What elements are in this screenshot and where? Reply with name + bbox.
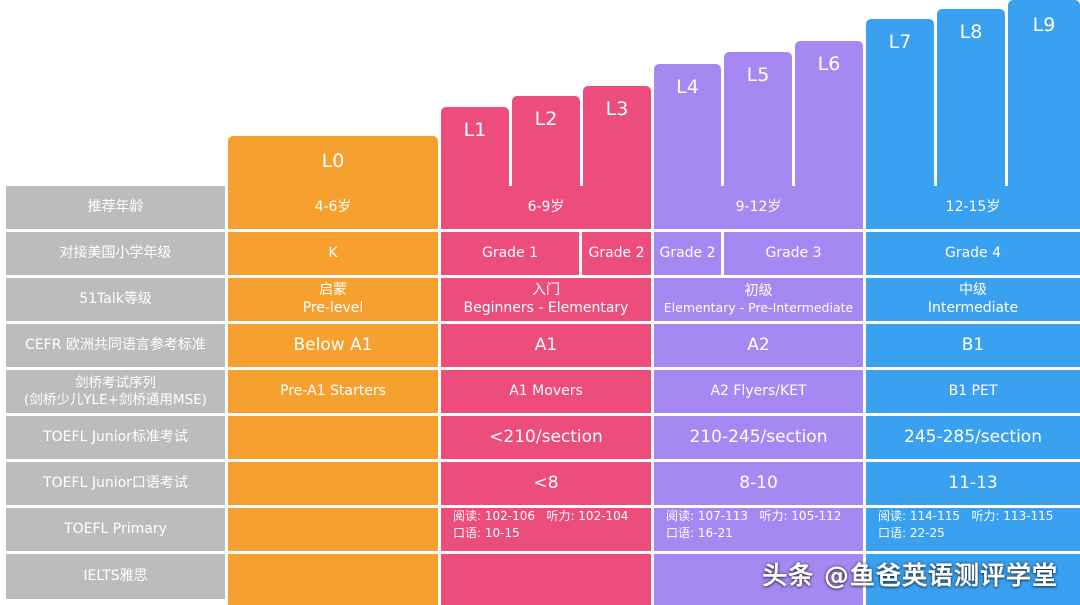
level-bar-L7: L7 [866, 19, 934, 186]
row-header-age: 推荐年龄 [6, 186, 225, 229]
level-bar-L0: L0 [228, 136, 438, 186]
level-name-en: Intermediate [927, 299, 1019, 316]
level-bar-L9: L9 [1008, 0, 1080, 186]
cell-51talk-blue: 中级 Intermediate [866, 278, 1080, 321]
cell-grade-blue: Grade 4 [866, 232, 1080, 275]
cell-cefr-purple: A2 [654, 324, 863, 367]
level-label: L6 [817, 53, 841, 75]
level-bar-L1: L1 [441, 107, 509, 186]
cell-toefl-junior-orange [228, 416, 438, 459]
cell-toefl-primary-orange [228, 508, 438, 551]
cell-age-purple: 9-12岁 [654, 186, 863, 229]
cell-cefr-orange: Below A1 [228, 324, 438, 367]
level-bar-L5: L5 [724, 52, 792, 186]
row-header-toefl-primary: TOEFL Primary [6, 508, 225, 551]
level-bar-L3: L3 [583, 86, 651, 186]
row-header-ielts: IELTS雅思 [6, 554, 225, 599]
score-line-2: 口语: 16-21 [666, 525, 733, 540]
level-name-en: Pre-level [302, 299, 364, 316]
row-header-51talk: 51Talk等级 [6, 278, 225, 321]
score-line-1: 阅读: 107-113 听力: 105-112 [666, 509, 842, 523]
score-line-1: 阅读: 102-106 听力: 102-104 [453, 509, 629, 523]
cell-ielts-purple [654, 554, 863, 605]
cell-ielts-orange [228, 554, 438, 605]
level-label: L5 [746, 64, 770, 86]
level-bar-L4: L4 [654, 64, 721, 186]
level-bar-L2: L2 [512, 96, 580, 186]
cell-grade-orange: K [228, 232, 438, 275]
cell-toefl-junior-oral-purple: 8-10 [654, 462, 863, 505]
cell-toefl-junior-oral-blue: 11-13 [866, 462, 1080, 505]
level-label: L1 [463, 119, 487, 141]
cell-cefr-blue: B1 [866, 324, 1080, 367]
level-bar-L8: L8 [937, 9, 1005, 186]
level-name-en: Elementary - Pre-Intermediate [663, 300, 854, 316]
row-header-cambridge: 剑桥考试序列 (剑桥少儿YLE+剑桥通用MSE) [6, 370, 225, 413]
score-line-1: 阅读: 114-115 听力: 113-115 [878, 509, 1054, 523]
level-label: L9 [1032, 14, 1056, 36]
cell-ielts-pink [441, 554, 651, 605]
level-label: L8 [959, 21, 983, 43]
row-header-toefl-junior: TOEFL Junior标准考试 [6, 416, 225, 459]
cell-toefl-junior-pink: <210/section [441, 416, 651, 459]
cell-cambridge-purple: A2 Flyers/KET [654, 370, 863, 413]
cell-age-pink: 6-9岁 [441, 186, 651, 229]
cell-toefl-primary-blue: 阅读: 114-115 听力: 113-115 口语: 22-25 [866, 508, 1080, 551]
header-line-1: 剑桥考试序列 [75, 374, 156, 391]
cell-toefl-primary-pink: 阅读: 102-106 听力: 102-104 口语: 10-15 [441, 508, 651, 551]
cell-toefl-junior-blue: 245-285/section [866, 416, 1080, 459]
cell-cambridge-orange: Pre-A1 Starters [228, 370, 438, 413]
cell-cambridge-blue: B1 PET [866, 370, 1080, 413]
cell-toefl-junior-oral-orange [228, 462, 438, 505]
row-header-toefl-junior-oral: TOEFL Junior口语考试 [6, 462, 225, 505]
cell-51talk-orange: 启蒙 Pre-level [228, 278, 438, 321]
cell-toefl-primary-purple: 阅读: 107-113 听力: 105-112 口语: 16-21 [654, 508, 863, 551]
cell-grade-pink-a: Grade 1 [441, 232, 579, 275]
row-header-grade: 对接美国小学年级 [6, 232, 225, 275]
level-name-cn: 入门 [532, 282, 560, 298]
cell-toefl-junior-purple: 210-245/section [654, 416, 863, 459]
cell-grade-purple-b: Grade 3 [724, 232, 863, 275]
level-bar-L6: L6 [795, 41, 863, 186]
header-line-2: (剑桥少儿YLE+剑桥通用MSE) [24, 391, 207, 408]
score-line-2: 口语: 10-15 [453, 525, 520, 540]
cell-grade-pink-b: Grade 2 [582, 232, 651, 275]
level-label: L4 [676, 76, 699, 98]
row-header-cefr: CEFR 欧洲共同语言参考标准 [6, 324, 225, 367]
level-name-cn: 初级 [744, 282, 773, 299]
level-name-en: Beginners - Elementary [463, 299, 629, 316]
level-label: L2 [534, 108, 558, 130]
cell-cambridge-pink: A1 Movers [441, 370, 651, 413]
level-label: L0 [321, 150, 345, 172]
cell-grade-purple-a: Grade 2 [654, 232, 721, 275]
score-line-2: 口语: 22-25 [878, 525, 945, 540]
watermark: 头条 @鱼爸英语测评学堂 [762, 561, 1058, 590]
level-label: L7 [888, 31, 912, 53]
cell-ielts-blue [866, 554, 1080, 605]
cell-age-blue: 12-15岁 [866, 186, 1080, 229]
level-name-cn: 中级 [959, 282, 987, 298]
cell-toefl-junior-oral-pink: <8 [441, 462, 651, 505]
cell-51talk-purple: 初级 Elementary - Pre-Intermediate [654, 278, 863, 321]
level-label: L3 [605, 98, 629, 120]
cell-51talk-pink: 入门 Beginners - Elementary [441, 278, 651, 321]
cell-age-orange: 4-6岁 [228, 186, 438, 229]
level-name-cn: 启蒙 [319, 282, 347, 298]
cell-cefr-pink: A1 [441, 324, 651, 367]
